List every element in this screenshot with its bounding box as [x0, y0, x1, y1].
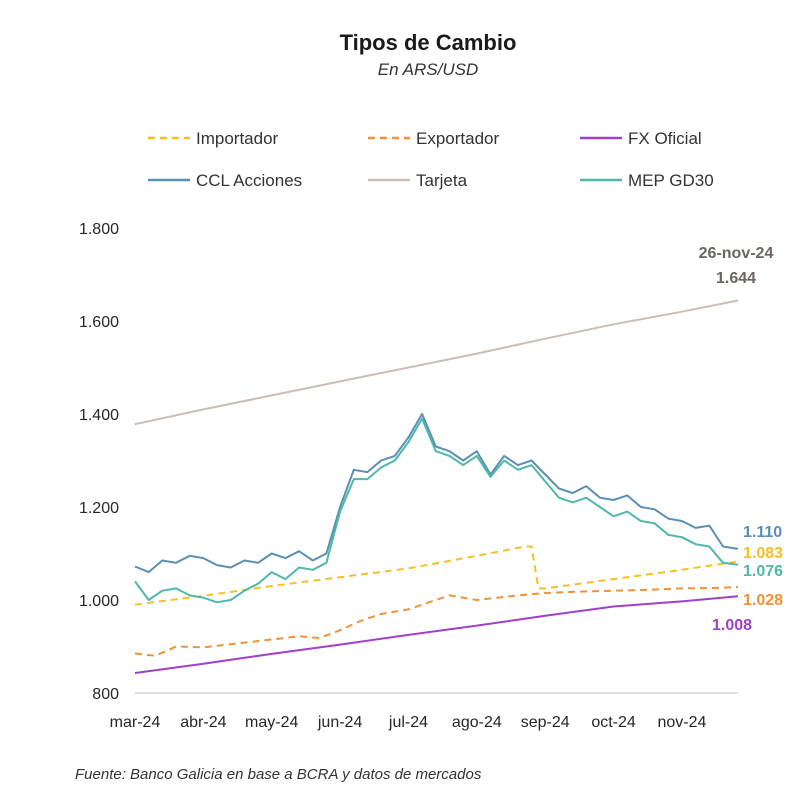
legend: Importador Exportador FX Oficial CCL Accion… [148, 129, 714, 190]
series-line [134, 545, 739, 606]
source-note: Fuente: Banco Galicia en base a BCRA y d… [75, 766, 482, 783]
x-axis: mar-24 abr-24 may-24 jun-24 jul-24 ago-24 sep-… [110, 692, 738, 731]
y-tick-label: 1.800 [79, 221, 119, 238]
legend-label: MEP GD30 [628, 171, 714, 190]
end-value-label: 1.076 [743, 563, 783, 580]
plot-area [134, 299, 739, 674]
end-value-label: 1.028 [743, 592, 783, 609]
legend-label: Exportador [416, 129, 499, 148]
series-line [134, 586, 739, 657]
date-annotation: 26-nov-24 [699, 245, 774, 262]
chart-title: Tipos de Cambio [340, 30, 517, 55]
x-tick-label: jul-24 [388, 714, 428, 731]
legend-label: CCL Acciones [196, 171, 302, 190]
y-tick-label: 1.000 [79, 593, 119, 610]
y-tick-label: 1.600 [79, 314, 119, 331]
y-tick-label: 1.200 [79, 500, 119, 517]
x-tick-label: oct-24 [591, 714, 636, 731]
legend-label: Tarjeta [416, 171, 468, 190]
series-line [134, 413, 739, 574]
chart-subtitle: En ARS/USD [378, 60, 478, 79]
x-tick-label: sep-24 [521, 714, 570, 731]
y-tick-label: 1.400 [79, 407, 119, 424]
legend-label: Importador [196, 129, 279, 148]
x-tick-label: ago-24 [452, 714, 502, 731]
end-value-label: 1.644 [716, 270, 756, 287]
end-value-label: 1.110 [743, 524, 782, 541]
x-tick-label: nov-24 [657, 714, 706, 731]
y-tick-label: 800 [92, 686, 119, 703]
x-tick-label: abr-24 [180, 714, 226, 731]
end-value-label: 1.008 [712, 617, 752, 634]
end-labels: 1.083 1.028 1.008 1.110 1.644 1.076 [712, 270, 783, 634]
y-axis: 800 1.000 1.200 1.400 1.600 1.800 [79, 221, 119, 703]
x-tick-label: mar-24 [110, 714, 161, 731]
series-line [134, 299, 739, 426]
series-line [134, 417, 739, 604]
x-tick-label: jun-24 [317, 714, 363, 731]
x-tick-label: may-24 [245, 714, 298, 731]
series-line [134, 595, 739, 674]
legend-label: FX Oficial [628, 129, 702, 148]
end-value-label: 1.083 [743, 545, 783, 562]
